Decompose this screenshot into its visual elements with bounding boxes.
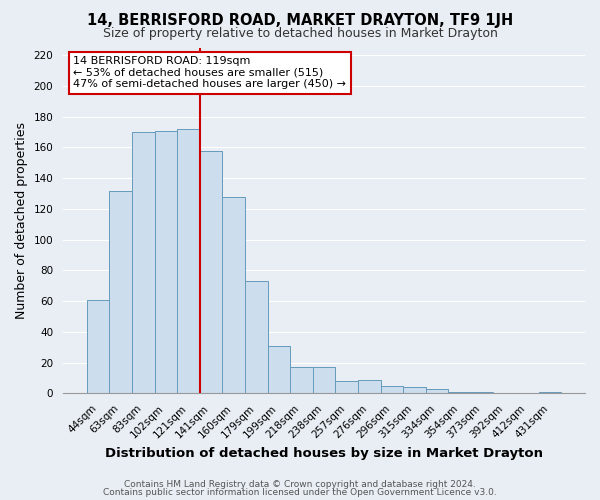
Bar xyxy=(245,281,268,394)
Bar xyxy=(313,368,335,394)
Text: 14, BERRISFORD ROAD, MARKET DRAYTON, TF9 1JH: 14, BERRISFORD ROAD, MARKET DRAYTON, TF9… xyxy=(87,12,513,28)
Text: Contains HM Land Registry data © Crown copyright and database right 2024.: Contains HM Land Registry data © Crown c… xyxy=(124,480,476,489)
Bar xyxy=(268,346,290,394)
Bar xyxy=(155,130,177,394)
Bar xyxy=(403,388,425,394)
Bar xyxy=(200,150,223,394)
Bar xyxy=(109,190,132,394)
Bar xyxy=(177,129,200,394)
Bar xyxy=(539,392,561,394)
Bar xyxy=(358,380,380,394)
Bar xyxy=(223,196,245,394)
Bar xyxy=(290,368,313,394)
Bar xyxy=(380,386,403,394)
Bar xyxy=(448,392,471,394)
Text: 14 BERRISFORD ROAD: 119sqm
← 53% of detached houses are smaller (515)
47% of sem: 14 BERRISFORD ROAD: 119sqm ← 53% of deta… xyxy=(73,56,346,90)
Bar xyxy=(471,392,493,394)
Text: Size of property relative to detached houses in Market Drayton: Size of property relative to detached ho… xyxy=(103,28,497,40)
Bar xyxy=(132,132,155,394)
Y-axis label: Number of detached properties: Number of detached properties xyxy=(15,122,28,319)
Bar xyxy=(335,381,358,394)
Bar xyxy=(87,300,109,394)
Bar xyxy=(425,389,448,394)
X-axis label: Distribution of detached houses by size in Market Drayton: Distribution of detached houses by size … xyxy=(105,447,543,460)
Text: Contains public sector information licensed under the Open Government Licence v3: Contains public sector information licen… xyxy=(103,488,497,497)
